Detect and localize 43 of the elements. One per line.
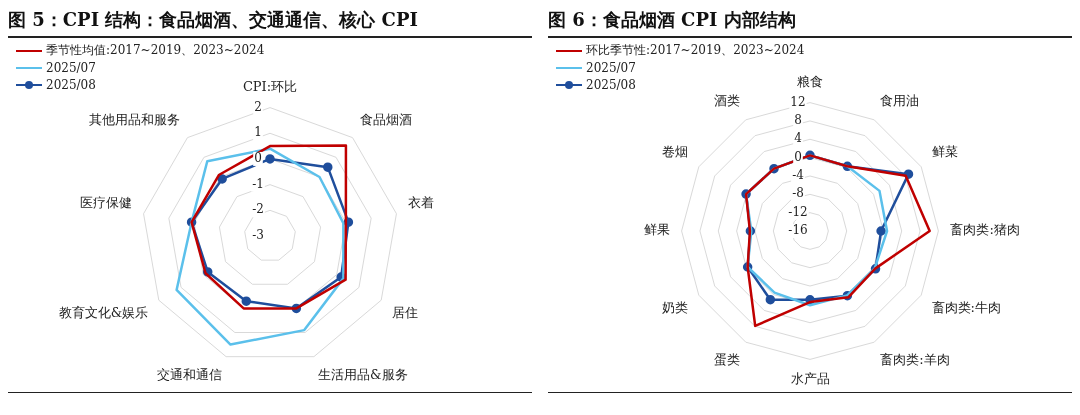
y-tick-label: 12 <box>790 94 806 109</box>
y-tick-label: -3 <box>252 228 264 243</box>
y-tick-label: -1 <box>252 176 264 191</box>
legend-label: 2025/07 <box>586 60 636 75</box>
y-tick-label: -2 <box>252 202 264 217</box>
chart-title: 图 6：食品烟酒 CPI 内部结构 <box>548 6 1072 38</box>
legend-label: 2025/08 <box>46 77 96 92</box>
y-tick-label: 8 <box>794 113 802 128</box>
spoke-label: CPI:环比 <box>242 79 298 95</box>
spoke-label: 畜肉类:猪肉 <box>950 222 1020 238</box>
spoke-label: 蛋类 <box>713 351 740 367</box>
y-tick-label: 4 <box>794 131 803 146</box>
spoke-label: 居住 <box>391 305 418 321</box>
spoke-label: 鲜菜 <box>931 144 958 160</box>
legend-label: 季节性均值:2017~2019、2023~2024 <box>46 42 265 59</box>
spoke-label: 酒类 <box>713 92 740 108</box>
spoke-label: 畜肉类:羊肉 <box>880 351 950 367</box>
spoke-label: 交通和通信 <box>156 367 222 383</box>
y-tick-label: 0 <box>794 149 802 164</box>
legend-label: 环比季节性:2017~2019、2023~2024 <box>586 42 805 59</box>
spoke-label: 食品烟酒 <box>360 112 413 128</box>
legend-label: 2025/08 <box>586 77 636 92</box>
spoke-label: 生活用品&服务 <box>318 367 408 383</box>
spoke-label: 教育文化&娱乐 <box>58 305 149 321</box>
spoke-label: 衣着 <box>408 195 435 211</box>
y-tick-label: 0 <box>254 151 262 166</box>
spoke-label: 医疗保健 <box>79 195 132 211</box>
y-tick-label: 1 <box>254 125 262 140</box>
y-tick-label: -16 <box>788 223 808 238</box>
y-tick-label: -4 <box>792 168 805 183</box>
y-tick-label: 2 <box>254 99 262 114</box>
spoke-label: 水产品 <box>790 370 830 386</box>
spoke-label: 其他用品和服务 <box>88 112 180 128</box>
spoke-label: 食用油 <box>880 92 920 108</box>
spoke-label: 卷烟 <box>662 144 689 160</box>
chart-title: 图 5：CPI 结构：食品烟酒、交通通信、核心 CPI <box>8 6 532 38</box>
legend-label: 2025/07 <box>46 60 96 75</box>
y-tick-label: -8 <box>792 186 804 201</box>
spoke-label: 奶类 <box>662 300 689 316</box>
spoke-label: 鲜果 <box>643 222 670 238</box>
spoke-label: 粮食 <box>797 74 823 90</box>
spoke-label: 畜肉类:牛肉 <box>931 300 1001 316</box>
y-tick-label: -12 <box>788 204 808 219</box>
